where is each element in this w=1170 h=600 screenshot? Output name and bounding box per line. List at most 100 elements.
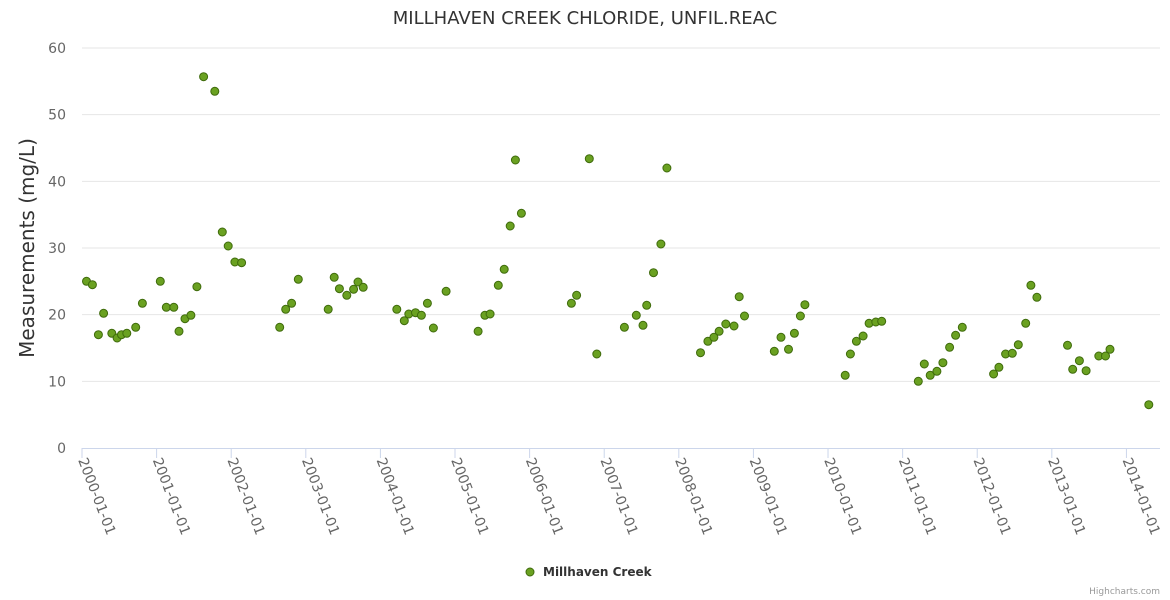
data-point[interactable] bbox=[662, 163, 672, 173]
y-axis-title: Measurements (mg/L) bbox=[15, 138, 39, 358]
data-point[interactable] bbox=[87, 280, 97, 290]
data-point[interactable] bbox=[721, 319, 731, 329]
data-point[interactable] bbox=[473, 326, 483, 336]
data-point[interactable] bbox=[237, 258, 247, 268]
data-point[interactable] bbox=[845, 349, 855, 359]
data-point[interactable] bbox=[1074, 356, 1084, 366]
data-point[interactable] bbox=[99, 308, 109, 318]
data-point[interactable] bbox=[349, 284, 359, 294]
data-point[interactable] bbox=[951, 330, 961, 340]
data-point[interactable] bbox=[1026, 280, 1036, 290]
data-point[interactable] bbox=[919, 359, 929, 369]
data-point[interactable] bbox=[709, 332, 719, 342]
data-point[interactable] bbox=[169, 302, 179, 312]
data-point[interactable] bbox=[329, 272, 339, 282]
data-point[interactable] bbox=[592, 349, 602, 359]
data-point[interactable] bbox=[932, 366, 942, 376]
data-point[interactable] bbox=[510, 155, 520, 165]
data-point[interactable] bbox=[656, 239, 666, 249]
x-tick-label-2004: 2004-01-01 bbox=[373, 456, 417, 538]
data-point[interactable] bbox=[734, 292, 744, 302]
data-point[interactable] bbox=[392, 304, 402, 314]
data-point[interactable] bbox=[1105, 344, 1115, 354]
data-point[interactable] bbox=[505, 221, 515, 231]
data-point[interactable] bbox=[1021, 318, 1031, 328]
data-point[interactable] bbox=[186, 310, 196, 320]
data-point[interactable] bbox=[638, 320, 648, 330]
data-point[interactable] bbox=[131, 322, 141, 332]
data-point[interactable] bbox=[223, 241, 233, 251]
data-point[interactable] bbox=[1032, 292, 1042, 302]
legend-item-millhaven-creek[interactable]: Millhaven Creek bbox=[543, 565, 653, 579]
data-point[interactable] bbox=[957, 322, 967, 332]
data-point[interactable] bbox=[137, 298, 147, 308]
data-point[interactable] bbox=[485, 309, 495, 319]
data-point[interactable] bbox=[1007, 348, 1017, 358]
data-point[interactable] bbox=[1063, 340, 1072, 350]
data-point[interactable] bbox=[642, 300, 652, 310]
data-point[interactable] bbox=[217, 227, 227, 237]
data-point[interactable] bbox=[281, 304, 291, 314]
data-point[interactable] bbox=[784, 344, 793, 354]
data-point[interactable] bbox=[499, 264, 509, 274]
data-point[interactable] bbox=[342, 290, 352, 300]
data-point[interactable] bbox=[353, 277, 363, 287]
data-point[interactable] bbox=[323, 304, 333, 314]
data-point[interactable] bbox=[566, 298, 576, 308]
data-point[interactable] bbox=[334, 284, 344, 294]
data-point[interactable] bbox=[399, 316, 409, 326]
data-point[interactable] bbox=[210, 86, 220, 96]
data-point[interactable] bbox=[174, 326, 184, 336]
data-point[interactable] bbox=[989, 369, 999, 379]
data-point[interactable] bbox=[631, 310, 641, 320]
data-point[interactable] bbox=[275, 322, 285, 332]
data-point[interactable] bbox=[795, 311, 805, 321]
chart-title: MILLHAVEN CREEK CHLORIDE, UNFIL.REAC bbox=[393, 8, 777, 29]
x-tick-label-2008: 2008-01-01 bbox=[671, 456, 715, 538]
data-point[interactable] bbox=[422, 298, 432, 308]
data-point[interactable] bbox=[416, 310, 426, 320]
legend-marker-icon[interactable] bbox=[525, 567, 535, 577]
data-point[interactable] bbox=[516, 208, 526, 218]
data-point[interactable] bbox=[696, 348, 705, 358]
data-point[interactable] bbox=[1013, 340, 1023, 350]
data-point[interactable] bbox=[925, 370, 935, 380]
data-point[interactable] bbox=[1081, 366, 1091, 376]
data-point[interactable] bbox=[122, 328, 132, 338]
data-point[interactable] bbox=[840, 370, 850, 380]
data-point[interactable] bbox=[994, 362, 1004, 372]
data-point[interactable] bbox=[1101, 351, 1110, 361]
data-point[interactable] bbox=[769, 346, 779, 356]
data-point[interactable] bbox=[572, 290, 582, 300]
data-point[interactable] bbox=[913, 376, 923, 386]
data-point[interactable] bbox=[938, 358, 948, 368]
data-point[interactable] bbox=[729, 321, 739, 331]
data-point[interactable] bbox=[493, 280, 503, 290]
data-point[interactable] bbox=[199, 72, 209, 82]
data-point[interactable] bbox=[93, 330, 103, 340]
data-point[interactable] bbox=[858, 331, 868, 341]
data-point[interactable] bbox=[851, 336, 861, 346]
data-point[interactable] bbox=[293, 274, 303, 284]
data-point[interactable] bbox=[877, 316, 887, 326]
data-point[interactable] bbox=[1068, 364, 1078, 374]
data-point[interactable] bbox=[714, 326, 724, 336]
data-point[interactable] bbox=[1144, 400, 1154, 410]
data-point[interactable] bbox=[287, 298, 297, 308]
data-point[interactable] bbox=[155, 276, 165, 286]
data-point[interactable] bbox=[161, 302, 171, 312]
legend[interactable]: Millhaven Creek bbox=[525, 565, 653, 579]
data-point[interactable] bbox=[428, 323, 438, 333]
data-point[interactable] bbox=[358, 282, 368, 292]
data-point[interactable] bbox=[441, 286, 451, 296]
data-point[interactable] bbox=[776, 332, 786, 342]
data-point[interactable] bbox=[649, 268, 658, 278]
data-point[interactable] bbox=[945, 342, 955, 352]
data-point[interactable] bbox=[789, 328, 799, 338]
data-point[interactable] bbox=[584, 154, 594, 164]
data-point[interactable] bbox=[800, 300, 810, 310]
credits-link[interactable]: Highcharts.com bbox=[1089, 587, 1160, 597]
data-point[interactable] bbox=[740, 311, 749, 321]
data-point[interactable] bbox=[619, 322, 629, 332]
data-point[interactable] bbox=[192, 282, 202, 292]
